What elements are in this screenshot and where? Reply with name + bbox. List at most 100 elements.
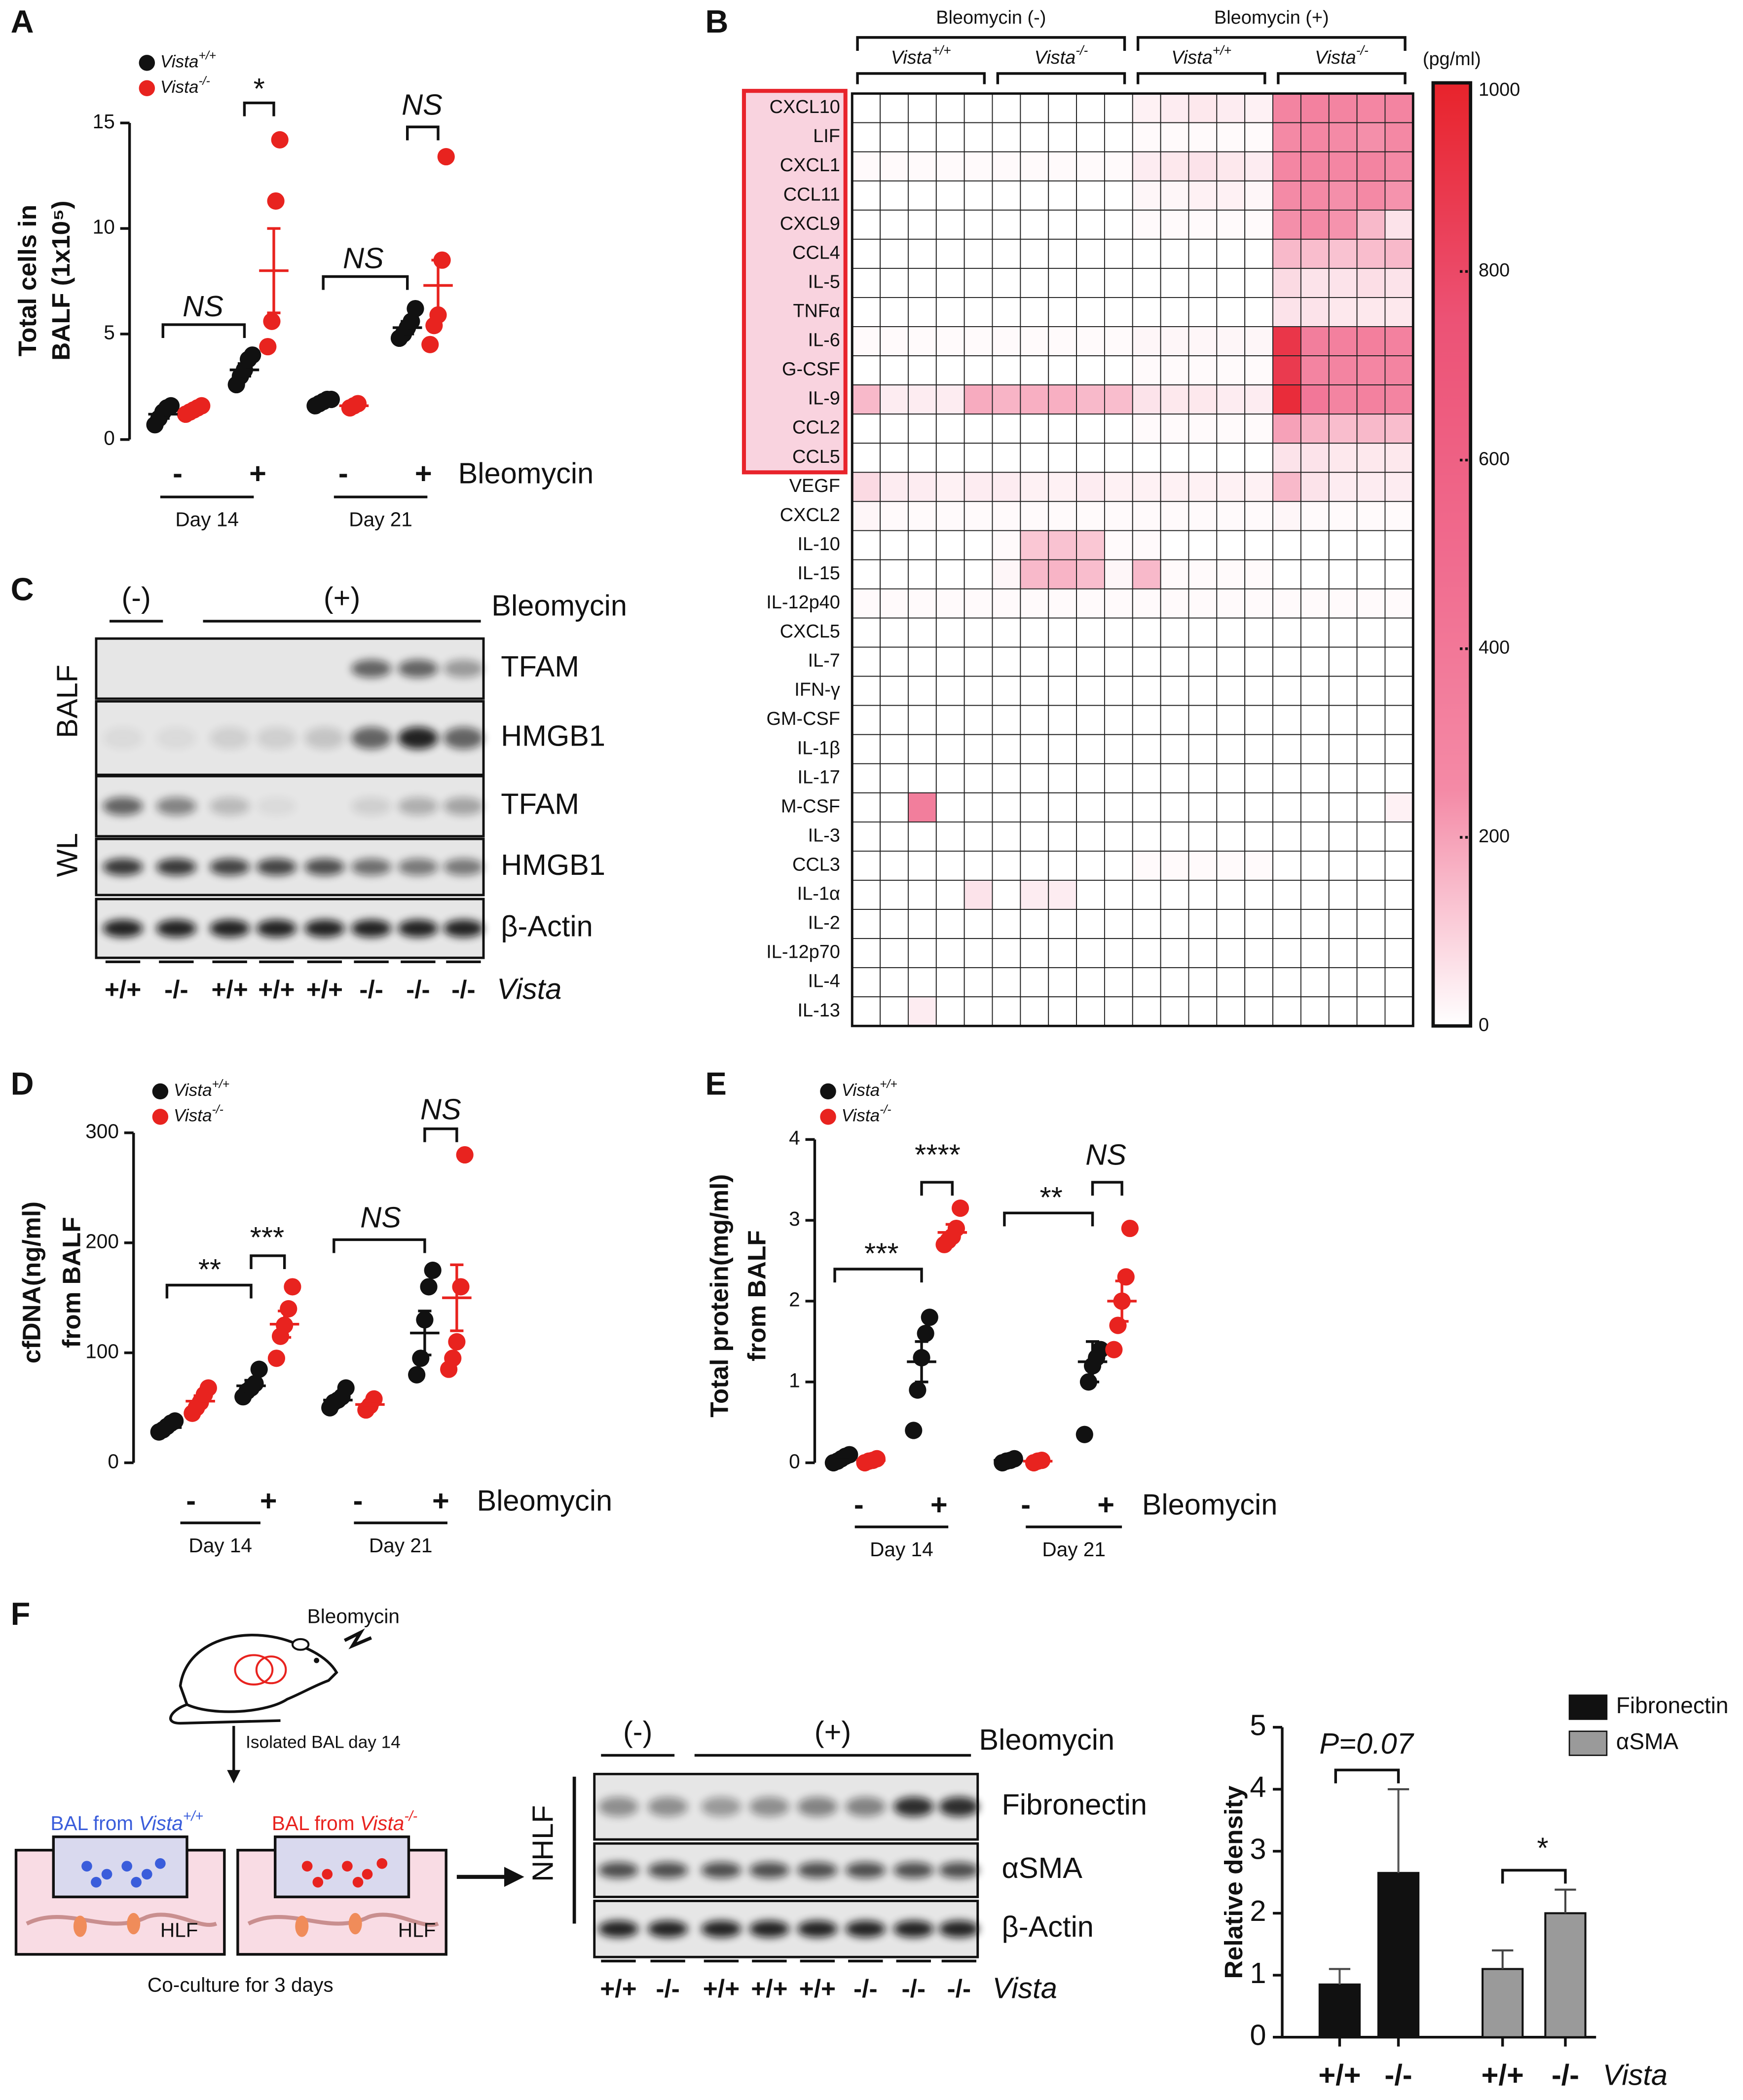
heatmap-cell	[1244, 909, 1273, 939]
heatmap-cell	[1384, 530, 1414, 561]
heatmap-cell	[1216, 326, 1246, 357]
band	[103, 797, 143, 816]
heatmap-cell	[1160, 413, 1189, 444]
y-axis-label: Total protein(mg/ml)	[705, 1174, 734, 1418]
heatmap-cell	[992, 93, 1021, 123]
heatmap-cell	[908, 122, 937, 152]
heatmap-cell	[1160, 384, 1189, 415]
legend-label: Vista+/+	[160, 49, 216, 71]
data-point	[267, 1350, 286, 1367]
treatment-label: Bleomycin	[491, 589, 627, 622]
data-point	[456, 1146, 474, 1164]
heatmap-cell	[935, 734, 965, 764]
significance-label: ****	[915, 1138, 961, 1171]
data-point	[448, 1333, 466, 1350]
heatmap-cell	[1020, 909, 1049, 939]
row-label: IL-13	[798, 1000, 840, 1021]
heatmap-cell	[935, 792, 965, 823]
heatmap-cell	[1328, 821, 1358, 852]
heatmap-cell	[1020, 297, 1049, 327]
heatmap-cell	[1160, 851, 1189, 881]
heatmap-cell	[1300, 326, 1330, 357]
heatmap-cell	[1104, 617, 1133, 648]
band	[648, 1920, 688, 1938]
heatmap-cell	[880, 559, 909, 590]
heatmap-cell	[1216, 501, 1246, 531]
heatmap-cell	[1020, 472, 1049, 502]
heatmap-cell	[908, 180, 937, 211]
heatmap-cell	[964, 792, 993, 823]
heatmap-cell	[880, 588, 909, 619]
heatmap-cell	[852, 501, 881, 531]
heatmap-cell	[935, 938, 965, 969]
row-label: CCL2	[792, 417, 840, 438]
heatmap-cell	[1216, 705, 1246, 735]
heatmap-cell	[1048, 413, 1077, 444]
heatmap-cell	[880, 151, 909, 182]
legend-marker	[139, 80, 155, 97]
heatmap-cell	[964, 355, 993, 386]
band	[443, 727, 484, 750]
significance-bracket	[1136, 72, 1266, 84]
heatmap-cell	[1356, 909, 1386, 939]
heatmap-cell	[1048, 734, 1077, 764]
treatment-group-label: (+)	[324, 581, 360, 614]
heatmap-cell	[1356, 675, 1386, 706]
heatmap-cell	[1328, 705, 1358, 735]
legend-label: Vista-/-	[160, 75, 210, 97]
heatmap-cell	[964, 851, 993, 881]
heatmap-cell	[1048, 617, 1077, 648]
band	[256, 797, 297, 816]
heatmap-cell	[908, 705, 937, 735]
heatmap-cell	[908, 297, 937, 327]
heatmap-cell	[1216, 909, 1246, 939]
heatmap-cell	[964, 151, 993, 182]
heatmap-cell	[852, 180, 881, 211]
x-tick-label: +	[249, 457, 266, 490]
x-tick-label: +	[415, 457, 432, 490]
data-point	[337, 1379, 355, 1397]
heatmap-cell	[908, 559, 937, 590]
row-label: IL-10	[798, 534, 840, 555]
row-label: IL-7	[808, 650, 840, 671]
heatmap-cell	[1244, 209, 1273, 240]
heatmap-cell	[992, 151, 1021, 182]
heatmap-cell	[1300, 851, 1330, 881]
heatmap-cell	[852, 617, 881, 648]
heatmap-cell	[1272, 880, 1301, 910]
heatmap-cell	[1300, 705, 1330, 735]
heatmap-cell	[1076, 617, 1105, 648]
heatmap-cell	[964, 646, 993, 677]
heatmap-cell	[1272, 267, 1301, 298]
heatmap-cell	[1188, 384, 1218, 415]
heatmap-cell	[1020, 821, 1049, 852]
heatmap-cell	[1020, 180, 1049, 211]
heatmap-cell	[1272, 851, 1301, 881]
significance-bracket	[165, 1283, 253, 1299]
band	[210, 859, 250, 876]
heatmap-cell	[1132, 588, 1161, 619]
heatmap-cell	[935, 209, 965, 240]
heatmap-cell	[1048, 646, 1077, 677]
heatmap-cell	[1104, 297, 1133, 327]
significance-bracket	[406, 125, 440, 141]
heatmap-cell	[1132, 675, 1161, 706]
significance-bracket	[250, 1254, 286, 1269]
heatmap-cell	[1216, 238, 1246, 269]
heatmap-cell	[1188, 443, 1218, 473]
heatmap-cell	[1132, 851, 1161, 881]
heatmap-cell	[1300, 617, 1330, 648]
band	[701, 1862, 742, 1878]
treatment-group-label: (-)	[623, 1715, 653, 1748]
heatmap-cell	[1020, 675, 1049, 706]
heatmap-cell	[992, 705, 1021, 735]
heatmap-cell	[1356, 472, 1386, 502]
heatmap-cell	[908, 675, 937, 706]
heatmap-cell	[1244, 326, 1273, 357]
heatmap-cell	[1300, 559, 1330, 590]
heatmap-cell	[1020, 238, 1049, 269]
heatmap-cell	[1020, 705, 1049, 735]
heatmap-cell	[992, 355, 1021, 386]
band	[156, 919, 196, 938]
heatmap-cell	[1272, 355, 1301, 386]
